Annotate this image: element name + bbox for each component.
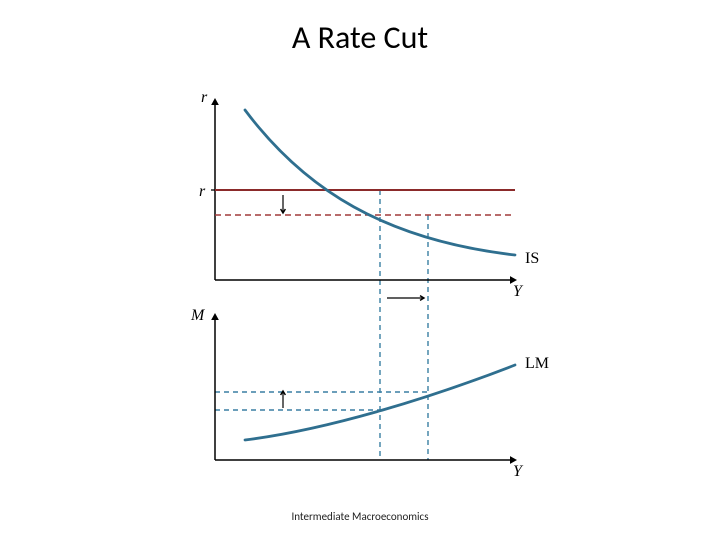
svg-text:Y: Y bbox=[513, 283, 524, 300]
svg-text:LM: LM bbox=[525, 355, 549, 372]
svg-text:M: M bbox=[190, 307, 206, 324]
svg-text:r: r bbox=[201, 89, 208, 106]
page-title: A Rate Cut bbox=[0, 18, 720, 57]
svg-text:Y: Y bbox=[513, 463, 524, 480]
islm-diagram: rrYISMYLM bbox=[155, 80, 565, 490]
page-footer: Intermediate Macroeconomics bbox=[0, 510, 720, 523]
svg-text:r: r bbox=[199, 183, 206, 200]
svg-text:IS: IS bbox=[525, 250, 539, 267]
